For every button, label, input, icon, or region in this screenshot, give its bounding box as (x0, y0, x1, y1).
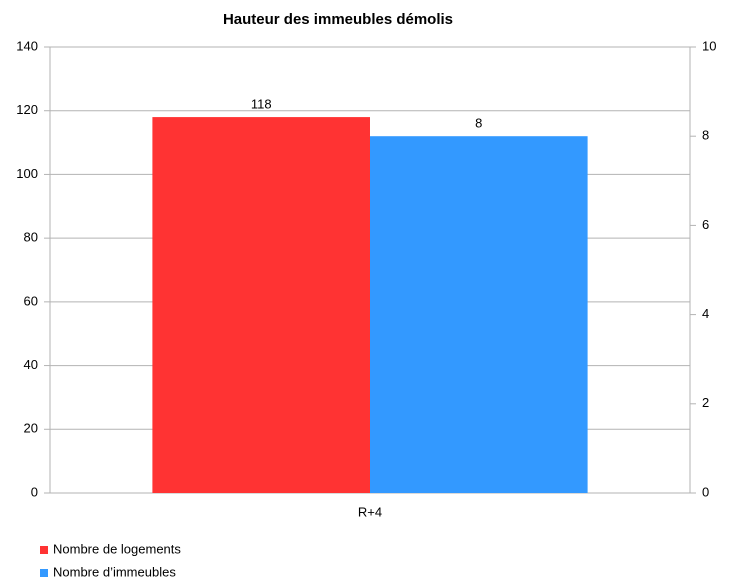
y2-tick-label: 2 (702, 395, 709, 410)
y-tick-label: 60 (24, 293, 38, 308)
y-tick-label: 120 (16, 102, 38, 117)
bar (152, 117, 370, 493)
y-tick-label: 40 (24, 357, 38, 372)
bar (370, 136, 588, 493)
y-tick-label: 20 (24, 421, 38, 436)
y-tick-label: 100 (16, 166, 38, 181)
y2-tick-label: 10 (702, 38, 716, 53)
y-tick-label: 140 (16, 38, 38, 53)
y2-tick-label: 0 (702, 484, 709, 499)
legend-swatch (40, 546, 48, 554)
y2-tick-label: 8 (702, 128, 709, 143)
y-tick-label: 0 (31, 484, 38, 499)
y2-tick-label: 4 (702, 306, 709, 321)
legend-label: Nombre de logements (53, 541, 181, 556)
y2-tick-label: 6 (702, 217, 709, 232)
chart-title: Hauteur des immeubles démolis (223, 11, 453, 28)
legend-swatch (40, 569, 48, 577)
data-label: 118 (251, 97, 272, 112)
y-tick-label: 80 (24, 230, 38, 245)
data-label: 8 (475, 116, 482, 131)
legend-label: Nombre d’immeubles (53, 564, 176, 579)
x-tick-label: R+4 (358, 504, 382, 519)
